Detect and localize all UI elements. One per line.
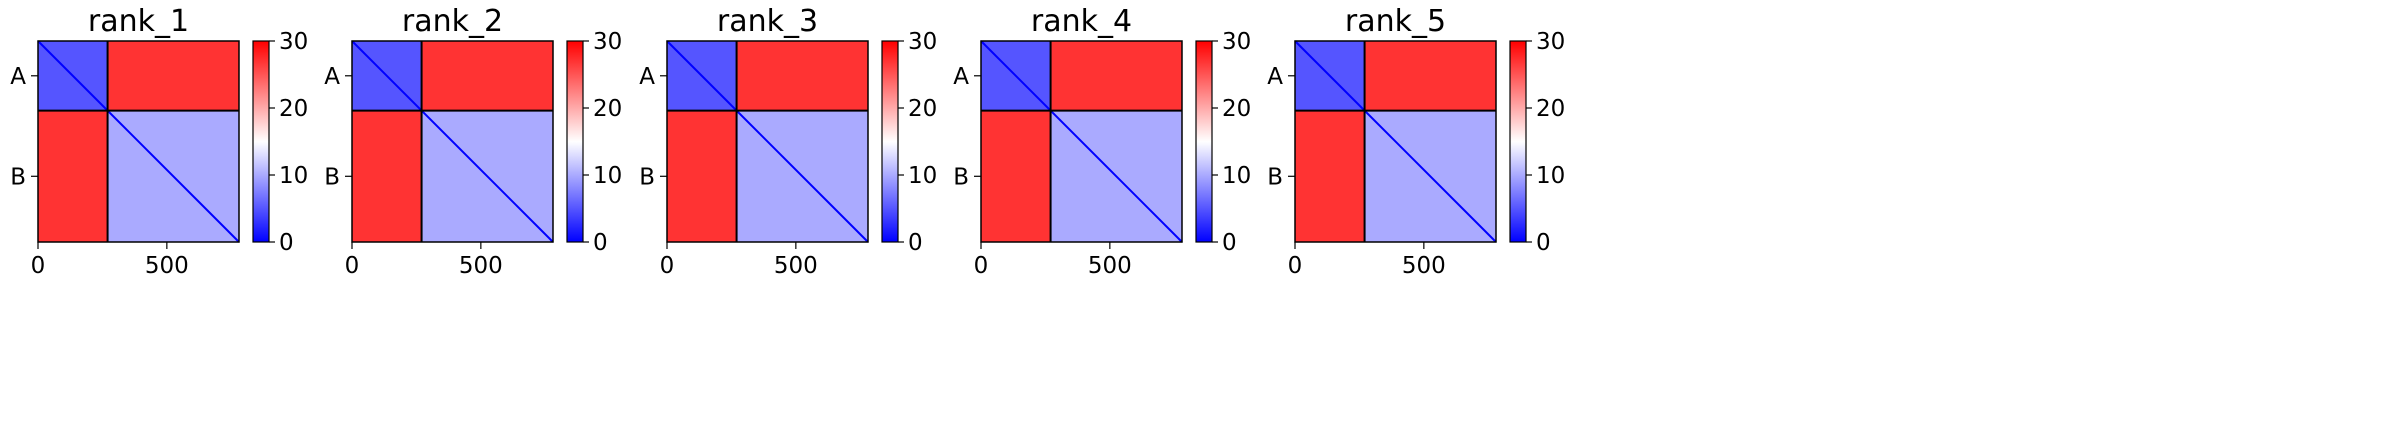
- x-tick-label: 0: [660, 253, 675, 279]
- heatmap-block-B_A: [38, 110, 108, 242]
- panel-rank_3: rank_3 0 500 A B 0 10 20 30: [639, 4, 937, 279]
- heatmap-block-A_B: [736, 41, 868, 111]
- x-tick-label: 500: [1088, 253, 1132, 279]
- panel-rank_1: rank_1 0 500 A B 0 10 20 30: [10, 4, 308, 279]
- y-tick-label: A: [10, 64, 26, 90]
- y-tick-label: B: [953, 164, 969, 190]
- colorbar-tick-label: 10: [593, 163, 622, 189]
- colorbar-tick-label: 30: [279, 29, 308, 55]
- colorbar-tick-label: 20: [593, 96, 622, 122]
- heatmap-block-A_B: [421, 41, 553, 111]
- panel-rank_4: rank_4 0 500 A B 0 10 20 30: [953, 4, 1251, 279]
- heatmap-diagonal: [1294, 40, 1497, 243]
- y-tick-label: B: [639, 164, 655, 190]
- colorbar-tick-label: 0: [593, 230, 608, 256]
- x-tick-label: 0: [31, 253, 46, 279]
- y-tick-label: A: [639, 64, 655, 90]
- x-tick-label: 0: [974, 253, 989, 279]
- x-tick-label: 0: [345, 253, 360, 279]
- colorbar-tick-label: 0: [908, 230, 923, 256]
- y-tick-label: B: [10, 164, 26, 190]
- colorbar-tick-label: 20: [1222, 96, 1251, 122]
- panel-title: rank_5: [1345, 4, 1446, 39]
- colorbar-tick-label: 0: [279, 230, 294, 256]
- panel-rank_2: rank_2 0 500 A B 0 10 20 30: [324, 4, 622, 279]
- panel-rank_5: rank_5 0 500 A B 0 10 20 30: [1267, 4, 1565, 279]
- colorbar: [1509, 40, 1527, 243]
- panel-title: rank_4: [1031, 4, 1132, 39]
- colorbar: [1195, 40, 1213, 243]
- colorbar-tick-label: 0: [1536, 230, 1551, 256]
- panel-title: rank_1: [88, 4, 189, 39]
- x-tick-label: 500: [145, 253, 189, 279]
- heatmap-block-A_B: [107, 41, 239, 111]
- colorbar-tick-label: 10: [1536, 163, 1565, 189]
- colorbar-tick-label: 30: [593, 29, 622, 55]
- colorbar-tick-label: 10: [908, 163, 937, 189]
- colorbar-tick-label: 10: [1222, 163, 1251, 189]
- colorbar-tick-label: 20: [279, 96, 308, 122]
- colorbar: [566, 40, 584, 243]
- x-tick-label: 500: [1402, 253, 1446, 279]
- heatmap-block-B_A: [667, 110, 737, 242]
- colorbar-tick-label: 30: [908, 29, 937, 55]
- y-tick-label: B: [1267, 164, 1283, 190]
- plot-frame: [666, 40, 869, 243]
- colorbar-tick-label: 10: [279, 163, 308, 189]
- heatmap-block-A_B: [1050, 41, 1182, 111]
- panel-title: rank_3: [717, 4, 818, 39]
- heatmap-diagonal: [37, 40, 240, 243]
- y-tick-label: A: [324, 64, 340, 90]
- heatmap-diagonal: [351, 40, 554, 243]
- plot-frame: [351, 40, 554, 243]
- plot-frame: [980, 40, 1183, 243]
- plot-frame: [1294, 40, 1497, 243]
- colorbar: [881, 40, 899, 243]
- panel-title: rank_2: [402, 4, 503, 39]
- heatmap-diagonal: [980, 40, 1183, 243]
- colorbar-tick-label: 20: [908, 96, 937, 122]
- colorbar-tick-label: 30: [1222, 29, 1251, 55]
- x-tick-label: 500: [459, 253, 503, 279]
- colorbar: [252, 40, 270, 243]
- plot-frame: [37, 40, 240, 243]
- colorbar-tick-label: 0: [1222, 230, 1237, 256]
- x-tick-label: 500: [774, 253, 818, 279]
- x-tick-label: 0: [1288, 253, 1303, 279]
- heatmap-block-B_A: [981, 110, 1051, 242]
- heatmap-block-B_A: [1295, 110, 1365, 242]
- heatmap-block-B_A: [352, 110, 422, 242]
- y-tick-label: B: [324, 164, 340, 190]
- y-tick-label: A: [953, 64, 969, 90]
- heatmap-block-A_B: [1364, 41, 1496, 111]
- colorbar-tick-label: 20: [1536, 96, 1565, 122]
- colorbar-tick-label: 30: [1536, 29, 1565, 55]
- heatmap-diagonal: [666, 40, 869, 243]
- y-tick-label: A: [1267, 64, 1283, 90]
